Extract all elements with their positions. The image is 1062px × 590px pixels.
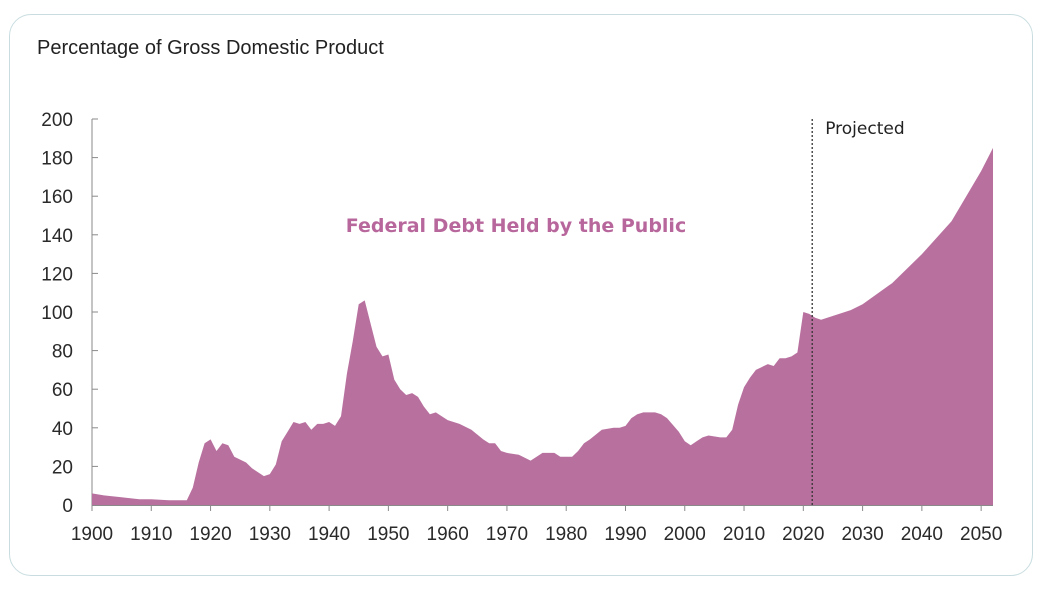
x-tick-label: 1940: [308, 524, 350, 545]
x-axis: 1900 1910 1920 1930 1940 1950 1960 1970 1980 1990…: [71, 505, 1002, 545]
x-tick-label: 1980: [545, 524, 587, 545]
y-tick-label: 20: [52, 457, 73, 478]
y-tick-label: 120: [41, 264, 73, 285]
y-tick-label: 60: [52, 380, 73, 401]
y-tick-label: 100: [41, 303, 73, 324]
x-tick-label: 1920: [189, 524, 231, 545]
x-tick-label: 1930: [249, 524, 291, 545]
y-tick-label: 160: [41, 187, 73, 208]
x-tick-label: 1960: [427, 524, 469, 545]
y-axis: 0 20 40 60 80 100 120 140 160 180 200: [41, 110, 98, 517]
chart-subtitle: Percentage of Gross Domestic Product: [37, 37, 384, 59]
y-tick-label: 180: [41, 149, 73, 170]
x-tick-label: 2010: [723, 524, 765, 545]
y-tick-label: 0: [62, 496, 73, 517]
projected-label: Projected: [825, 119, 904, 139]
x-tick-label: 2050: [960, 524, 1002, 545]
x-tick-label: 2000: [664, 524, 706, 545]
x-tick-label: 2040: [901, 524, 943, 545]
y-tick-label: 140: [41, 226, 73, 247]
debt-area: [92, 147, 993, 505]
x-tick-label: 1950: [367, 524, 409, 545]
x-tick-label: 1990: [604, 524, 646, 545]
series-label: Federal Debt Held by the Public: [346, 215, 686, 237]
y-tick-label: 40: [52, 419, 73, 440]
x-tick-label: 2030: [841, 524, 883, 545]
y-tick-label: 80: [52, 342, 73, 363]
x-tick-label: 1970: [486, 524, 528, 545]
x-tick-label: 2020: [782, 524, 824, 545]
x-tick-label: 1900: [71, 524, 113, 545]
y-tick-label: 200: [41, 110, 73, 131]
x-tick-label: 1910: [130, 524, 172, 545]
